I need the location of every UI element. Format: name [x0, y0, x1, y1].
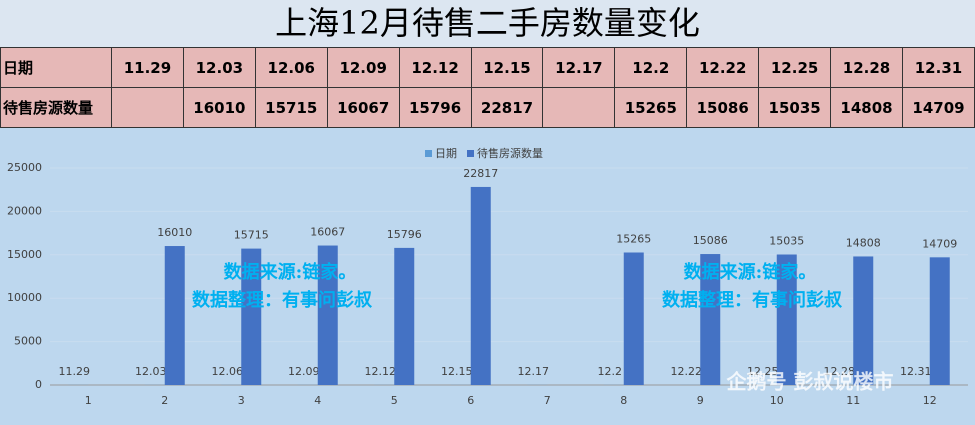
- data-label: 12.31: [900, 365, 932, 378]
- data-label: 12.28: [824, 365, 856, 378]
- annotation: 数据来源:链家。: [684, 261, 817, 283]
- table-cell: 12.17: [542, 47, 616, 88]
- table-cell: 12.31: [901, 47, 975, 88]
- data-label: 14808: [846, 236, 881, 249]
- x-tick-label: 9: [697, 394, 704, 407]
- watermark: 企鹅号 彭叔说楼市: [726, 370, 894, 394]
- x-tick-label: 3: [238, 394, 245, 407]
- data-label: 15086: [693, 234, 728, 247]
- data-label: 15715: [234, 229, 269, 242]
- table-cell: 12.09: [326, 47, 400, 88]
- data-label: 16067: [310, 226, 345, 239]
- legend-label: 日期: [435, 147, 457, 160]
- x-tick-label: 2: [161, 394, 168, 407]
- table-cell: 待售房源数量: [0, 87, 112, 128]
- y-tick-label: 25000: [7, 161, 42, 174]
- table-cell: 14709: [901, 87, 975, 128]
- x-tick-label: 7: [544, 394, 551, 407]
- table-cell: 12.12: [398, 47, 472, 88]
- table-cell: 15796: [398, 87, 472, 128]
- bar: [394, 247, 415, 385]
- legend-swatch: [425, 150, 432, 157]
- table-cell: 12.2: [614, 47, 688, 88]
- bar: [241, 248, 262, 385]
- table-cell: 15035: [758, 87, 832, 128]
- data-label: 14709: [922, 237, 957, 250]
- y-tick-label: 15000: [7, 248, 42, 261]
- bar: [470, 186, 491, 385]
- table-cell: 12.22: [686, 47, 760, 88]
- data-label: 12.15: [441, 365, 473, 378]
- x-tick-label: 8: [620, 394, 627, 407]
- bar: [317, 245, 338, 385]
- data-label: 12.06: [212, 365, 244, 378]
- title: 上海12月待售二手房数量变化: [0, 0, 975, 47]
- data-label: 12.09: [288, 365, 320, 378]
- table-cell: 12.25: [758, 47, 832, 88]
- table-row: 待售房源数量 16010 15715 16067 15796 22817 15265 1508…: [0, 87, 975, 128]
- x-tick-label: 10: [770, 394, 784, 407]
- data-label: 11.29: [59, 365, 91, 378]
- data-label: 12.2: [598, 365, 623, 378]
- y-tick-label: 10000: [7, 291, 42, 304]
- table-cell: 12.28: [830, 47, 903, 88]
- data-label: 12.25: [747, 365, 779, 378]
- data-label: 12.22: [671, 365, 703, 378]
- bar: [700, 254, 721, 385]
- table-cell: 15086: [686, 87, 760, 128]
- x-tick-label: 12: [923, 394, 937, 407]
- table-cell: 14808: [830, 87, 903, 128]
- table-cell: 12.06: [254, 47, 328, 88]
- data-label: 12.03: [135, 365, 167, 378]
- bar: [776, 254, 797, 385]
- data-table: 日期 11.29 12.03 12.06 12.09 12.12 12.15 12.17 12.…: [0, 47, 975, 128]
- table-cell: 12.03: [182, 47, 256, 88]
- table-cell: 22817: [470, 87, 544, 128]
- table-cell: 15715: [254, 87, 328, 128]
- table-cell: 日期: [0, 47, 112, 88]
- table-cell: [542, 87, 616, 128]
- x-tick-label: 6: [467, 394, 474, 407]
- x-tick-label: 5: [391, 394, 398, 407]
- data-label: 12.17: [518, 365, 550, 378]
- table-cell: 16067: [326, 87, 400, 128]
- chart: 0 5000 10000 15000 20000 25000 日期 待售房源数量 1 11.29 2…: [7, 146, 968, 407]
- y-tick-label: 0: [35, 378, 42, 391]
- x-tick-label: 1: [85, 394, 92, 407]
- data-label: 15035: [769, 234, 804, 247]
- annotation: 数据整理：有事问彭叔: [662, 289, 843, 311]
- bar: [929, 257, 950, 385]
- legend-swatch: [467, 150, 474, 157]
- x-tick-label: 11: [846, 394, 860, 407]
- data-label: 15796: [387, 228, 422, 241]
- data-label: 15265: [616, 232, 651, 245]
- legend-label: 待售房源数量: [477, 146, 543, 160]
- table-row: 日期 11.29 12.03 12.06 12.09 12.12 12.15 12.17 12.…: [0, 47, 975, 88]
- y-tick-label: 20000: [7, 204, 42, 217]
- data-label: 16010: [157, 226, 192, 239]
- x-tick-label: 4: [314, 394, 321, 407]
- y-tick-label: 5000: [14, 335, 42, 348]
- table-cell: [111, 87, 184, 128]
- data-label: 12.12: [365, 365, 397, 378]
- bar: [853, 256, 874, 385]
- table-cell: 12.15: [470, 47, 544, 88]
- table-cell: 11.29: [111, 47, 184, 88]
- data-label: 22817: [463, 167, 498, 180]
- table-cell: 16010: [182, 87, 256, 128]
- bar: [623, 252, 644, 385]
- table-cell: 15265: [614, 87, 688, 128]
- bar: [164, 246, 185, 385]
- annotation: 数据整理：有事问彭叔: [192, 289, 373, 311]
- annotation: 数据来源:链家。: [224, 261, 357, 283]
